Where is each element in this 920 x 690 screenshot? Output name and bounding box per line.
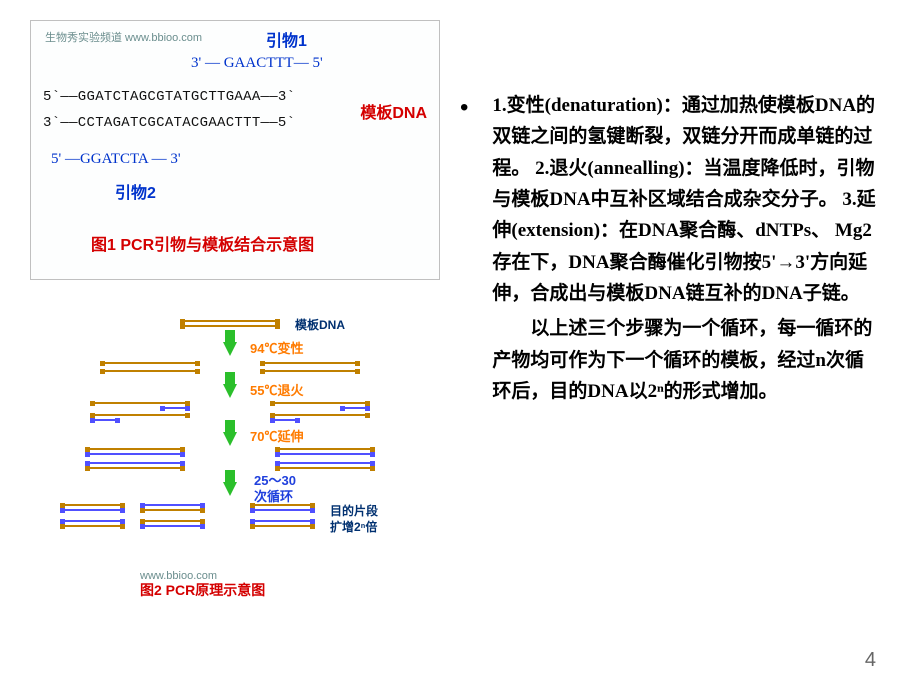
bullet-dot: • xyxy=(460,90,468,407)
new-strand xyxy=(275,453,375,455)
primer1-label: 引物1 xyxy=(266,27,307,51)
product-strand xyxy=(60,525,125,527)
long-strand xyxy=(90,402,190,404)
arrow-down-icon xyxy=(223,482,237,496)
text-content: 1.变性(denaturation)：通过加热使模板DNA的双链之间的氢键断裂，… xyxy=(492,90,880,407)
right-column: • 1.变性(denaturation)：通过加热使模板DNA的双链之间的氢键断… xyxy=(440,0,920,690)
product-strand xyxy=(250,525,315,527)
long-strand xyxy=(275,448,375,450)
long-strand xyxy=(260,362,360,364)
product-strand xyxy=(140,520,205,522)
product-strand xyxy=(140,509,205,511)
left-column: 生物秀实验频道 www.bbioo.com 引物1 3' — GAACTTT— … xyxy=(0,0,440,690)
page-number: 4 xyxy=(865,649,876,672)
arrow-stem xyxy=(225,470,235,482)
long-strand xyxy=(270,402,370,404)
template-strand xyxy=(180,325,280,327)
cycles-label: 次循环 xyxy=(254,486,293,505)
figure-2: 模板DNA 94℃变性 55℃退火 xyxy=(40,320,420,580)
primer-strand xyxy=(160,407,190,409)
arrow-down-icon xyxy=(223,384,237,398)
long-strand xyxy=(100,370,200,372)
template-dna-label: 模板DNA xyxy=(360,99,427,123)
template-dna-label: 模板DNA xyxy=(295,316,345,333)
long-strand xyxy=(100,362,200,364)
primer1-sequence: 3' — GAACTTT— 5' xyxy=(191,55,323,72)
template-strand xyxy=(180,320,280,322)
primer-strand xyxy=(90,419,120,421)
long-strand xyxy=(85,448,185,450)
long-strand xyxy=(90,414,190,416)
primer-strand xyxy=(270,419,300,421)
fig2-title: 图2 PCR原理示意图 xyxy=(140,580,265,600)
para-cycle-summary: 以上述三个步骤为一个循环，每一循环的产物均可作为下一个循环的模板，经过n次循环后… xyxy=(492,313,880,407)
primer2-sequence: 5' —GGATCTA — 3' xyxy=(51,151,181,168)
long-strand xyxy=(260,370,360,372)
arrow-down-icon xyxy=(223,432,237,446)
product-strand xyxy=(140,504,205,506)
long-strand xyxy=(270,414,370,416)
arrow-stem xyxy=(225,330,235,342)
new-strand xyxy=(85,453,185,455)
product-strand xyxy=(250,504,315,506)
fig1-watermark: 生物秀实验频道 www.bbioo.com xyxy=(45,29,202,45)
step2-label: 55℃退火 xyxy=(250,380,303,399)
para-annealing: 2.退火(annealling)：当温度降低时，引物与模板DNA中互补区域结合成… xyxy=(492,158,874,210)
product-strand xyxy=(60,504,125,506)
result-label-1: 目的片段 xyxy=(330,502,378,519)
bullet-item: • 1.变性(denaturation)：通过加热使模板DNA的双链之间的氢键断… xyxy=(460,90,880,407)
product-strand xyxy=(60,520,125,522)
long-strand xyxy=(275,467,375,469)
primer-strand xyxy=(340,407,370,409)
step3-label: 70℃延伸 xyxy=(250,426,303,445)
new-strand xyxy=(85,462,185,464)
arrow-down-icon xyxy=(223,342,237,356)
slide-page: 生物秀实验频道 www.bbioo.com 引物1 3' — GAACTTT— … xyxy=(0,0,920,690)
arrow-stem xyxy=(225,372,235,384)
primer2-label: 引物2 xyxy=(115,179,156,203)
arrow-stem xyxy=(225,420,235,432)
template-top-strand: 5`——GGATCTAGCGTATGCTTGAAA——3` xyxy=(43,89,295,105)
product-strand xyxy=(250,509,315,511)
template-bottom-strand: 3`——CCTAGATCGCATACGAACTTT——5` xyxy=(43,115,295,131)
step1-label: 94℃变性 xyxy=(250,338,303,357)
product-strand xyxy=(60,509,125,511)
result-label-2: 扩增2ⁿ倍 xyxy=(330,518,377,535)
new-strand xyxy=(275,462,375,464)
product-strand xyxy=(140,525,205,527)
long-strand xyxy=(85,467,185,469)
fig1-title: 图1 PCR引物与模板结合示意图 xyxy=(91,231,314,255)
product-strand xyxy=(250,520,315,522)
figure-1: 生物秀实验频道 www.bbioo.com 引物1 3' — GAACTTT— … xyxy=(30,20,440,280)
